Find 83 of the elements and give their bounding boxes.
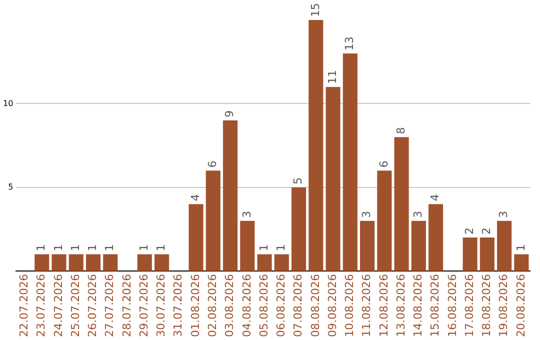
bar [68, 254, 84, 272]
data-label: 1 [514, 244, 528, 252]
x-tick-label: 22.07.2026 [18, 274, 31, 338]
bar [274, 254, 289, 272]
x-tick-label: 25.07.2026 [68, 274, 82, 338]
x-tick-label: 14.08.2026 [412, 274, 425, 338]
bar [308, 20, 324, 272]
x-tick-label: 27.07.2026 [103, 274, 116, 338]
bar [428, 204, 444, 272]
data-label: 1 [86, 244, 100, 252]
data-label: 9 [223, 110, 236, 118]
x-tick-label: 04.08.2026 [240, 274, 254, 338]
data-label: 15 [308, 3, 322, 17]
bar [326, 86, 340, 272]
x-tick-label: 20.08.2026 [514, 274, 528, 338]
bar [257, 254, 272, 272]
data-label: 3 [497, 210, 510, 218]
y-tick-label: 10 [2, 98, 14, 108]
data-label: 4 [188, 194, 202, 202]
data-label: 1 [274, 244, 288, 252]
x-tick-label: 18.08.2026 [480, 274, 494, 338]
x-tick-label: 07.08.2026 [292, 274, 305, 338]
x-tick-label: 10.08.2026 [343, 274, 356, 338]
x-tick-label: 31.07.2026 [172, 274, 185, 338]
data-label: 6 [377, 160, 390, 168]
bar [222, 120, 238, 272]
data-label: 2 [462, 228, 476, 235]
bar [360, 220, 375, 272]
data-label: 3 [240, 210, 254, 218]
x-tick-label: 23.07.2026 [34, 274, 48, 338]
x-tick-label: 19.08.2026 [497, 274, 510, 338]
x-tick-label: 15.08.2026 [428, 274, 442, 338]
data-label: 11 [326, 70, 339, 84]
data-label: 1 [154, 244, 168, 252]
bar [377, 170, 392, 272]
x-tick-label: 26.07.2026 [86, 274, 100, 338]
bar [137, 254, 152, 272]
bar [411, 220, 426, 272]
data-label: 1 [103, 244, 116, 252]
bar [342, 53, 358, 272]
bar [292, 187, 306, 272]
data-label: 2 [480, 228, 494, 235]
data-label: 6 [206, 160, 220, 168]
data-label: 1 [68, 244, 82, 252]
bar [240, 220, 255, 272]
x-tick-label: 24.07.2026 [52, 274, 65, 338]
data-label: 5 [292, 177, 305, 184]
x-tick-label: 29.07.2026 [137, 274, 150, 338]
data-label: 4 [428, 194, 442, 202]
data-label: 1 [137, 244, 150, 252]
bar [86, 254, 101, 272]
x-tick-label: 06.08.2026 [274, 274, 288, 338]
x-tick-label: 05.08.2026 [257, 274, 270, 338]
x-tick-label: 30.07.2026 [154, 274, 168, 338]
x-tick-label: 16.08.2026 [446, 274, 459, 338]
bar [34, 254, 50, 272]
x-tick-label: 13.08.2026 [394, 274, 408, 338]
bar [188, 204, 204, 272]
data-label: 13 [343, 36, 356, 50]
data-label: 8 [394, 127, 408, 134]
x-tick-label: 02.08.2026 [206, 274, 220, 338]
data-label: 1 [34, 244, 48, 252]
bar [497, 220, 512, 272]
x-tick-label: 08.08.2026 [308, 274, 322, 338]
x-tick-label: 01.08.2026 [188, 274, 202, 338]
bar [52, 254, 66, 272]
data-label: 3 [360, 210, 374, 218]
data-label: 1 [52, 244, 65, 252]
bar [103, 254, 118, 272]
bar [154, 254, 170, 272]
x-tick-label: 28.07.2026 [120, 274, 134, 338]
x-tick-label: 12.08.2026 [377, 274, 390, 338]
bar [514, 254, 529, 272]
x-tick-label: 17.08.2026 [462, 274, 476, 338]
x-tick-label: 09.08.2026 [326, 274, 339, 338]
bar [394, 137, 409, 272]
x-tick-label: 11.08.2026 [360, 274, 374, 338]
bar [480, 238, 494, 272]
bar [462, 238, 478, 272]
x-tick-label: 03.08.2026 [223, 274, 236, 338]
data-label: 1 [257, 244, 270, 252]
bar [206, 170, 220, 272]
data-label: 3 [412, 210, 425, 218]
